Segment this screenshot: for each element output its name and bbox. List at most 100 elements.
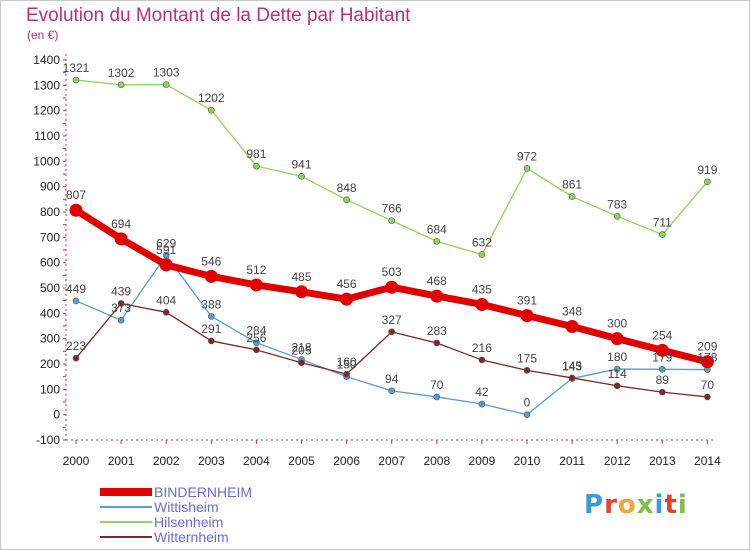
data-point	[117, 316, 125, 324]
data-label: 766	[382, 202, 402, 216]
data-point	[523, 411, 531, 418]
y-tick-label: 600	[40, 256, 60, 270]
chart-title: Evolution du Montant de la Dette par Hab…	[26, 5, 411, 26]
y-tick-label: 1300	[33, 78, 60, 92]
data-label: 503	[382, 265, 402, 279]
data-label: 284	[246, 324, 266, 338]
data-label: 42	[475, 385, 489, 399]
x-tick-label: 2004	[243, 454, 270, 468]
data-label: 456	[337, 277, 357, 291]
legend-swatch	[100, 506, 152, 508]
logo-letter: i	[677, 490, 688, 520]
data-point	[388, 328, 396, 336]
y-tick-label: 900	[40, 180, 60, 194]
data-label: 512	[246, 263, 266, 277]
data-label: 1321	[63, 61, 90, 75]
data-label: 684	[427, 222, 447, 236]
data-label: 216	[472, 341, 492, 355]
data-label: 70	[701, 378, 715, 392]
logo-letter: i	[654, 490, 665, 520]
data-point	[204, 269, 218, 283]
data-point	[117, 81, 125, 89]
data-point	[478, 251, 486, 258]
legend-label: Wittisheim	[154, 499, 219, 515]
legend-label: Hilsenheim	[154, 514, 224, 530]
data-label: 388	[201, 297, 221, 311]
data-point	[298, 359, 305, 367]
data-label: 941	[291, 157, 311, 171]
data-point	[704, 178, 711, 186]
x-tick-label: 2006	[333, 454, 360, 468]
x-tick-label: 2001	[108, 454, 135, 468]
x-tick-label: 2010	[514, 454, 541, 468]
x-tick-label: 2005	[288, 454, 315, 468]
logo-letter: r	[604, 490, 618, 520]
data-label: 632	[472, 236, 492, 250]
data-point	[433, 339, 441, 347]
x-tick-label: 2014	[694, 454, 721, 468]
y-tick-label: 1200	[33, 104, 60, 118]
x-tick-label: 2011	[559, 454, 585, 468]
data-label: 143	[562, 359, 582, 373]
data-label: 300	[607, 317, 627, 331]
x-tick-label: 2003	[198, 454, 225, 468]
data-label: 591	[156, 243, 176, 257]
data-label: 1303	[153, 66, 180, 80]
data-label: 150	[337, 358, 357, 372]
data-point	[117, 300, 125, 307]
data-label: 972	[517, 149, 537, 163]
x-tick-label: 2012	[604, 454, 631, 468]
data-label: 205	[291, 344, 311, 358]
data-label: 114	[608, 367, 627, 381]
data-label: 180	[607, 350, 627, 364]
data-label: 485	[291, 270, 311, 284]
data-label: 391	[517, 294, 537, 308]
data-label: 160	[337, 355, 357, 369]
data-label: 807	[66, 188, 86, 202]
data-point	[249, 278, 263, 292]
data-label: 256	[246, 331, 266, 345]
data-point	[658, 231, 666, 238]
data-point	[568, 193, 576, 200]
chart-series	[69, 76, 714, 418]
data-label: 179	[652, 350, 672, 364]
data-point	[568, 374, 576, 382]
data-point	[433, 393, 441, 401]
data-label: 178	[697, 351, 717, 365]
data-label: 404	[156, 293, 176, 307]
y-tick-label: 1000	[33, 154, 60, 168]
y-tick-label: 300	[40, 332, 60, 346]
data-point	[208, 337, 215, 345]
data-point	[253, 346, 260, 354]
data-point	[613, 382, 621, 390]
data-point	[610, 332, 624, 346]
x-tick-label: 2002	[153, 454, 180, 468]
data-label: 348	[562, 305, 582, 319]
legend-swatch	[100, 536, 152, 538]
data-point	[520, 309, 534, 323]
data-point	[658, 388, 666, 396]
data-point	[655, 343, 669, 357]
data-label: 1202	[198, 91, 225, 105]
data-point	[208, 313, 215, 320]
y-tick-label: 0	[53, 408, 60, 422]
data-point	[253, 162, 260, 170]
data-point	[475, 297, 489, 311]
data-label: 223	[66, 339, 86, 353]
series-line-hilsenheim	[75, 79, 709, 256]
x-tick-label: 2000	[63, 454, 90, 468]
data-point	[700, 355, 714, 369]
proxiti-logo: Proxiti	[584, 490, 688, 520]
data-label: 546	[201, 254, 221, 268]
data-label: 89	[656, 373, 670, 387]
y-tick-label: 1400	[33, 53, 60, 67]
data-point	[343, 196, 350, 204]
data-label: 94	[385, 372, 399, 386]
data-point	[388, 217, 396, 224]
legend-swatch	[100, 521, 152, 523]
data-label: 209	[697, 340, 717, 354]
data-point	[72, 297, 80, 305]
data-point	[340, 292, 354, 306]
data-label: 468	[427, 274, 447, 288]
